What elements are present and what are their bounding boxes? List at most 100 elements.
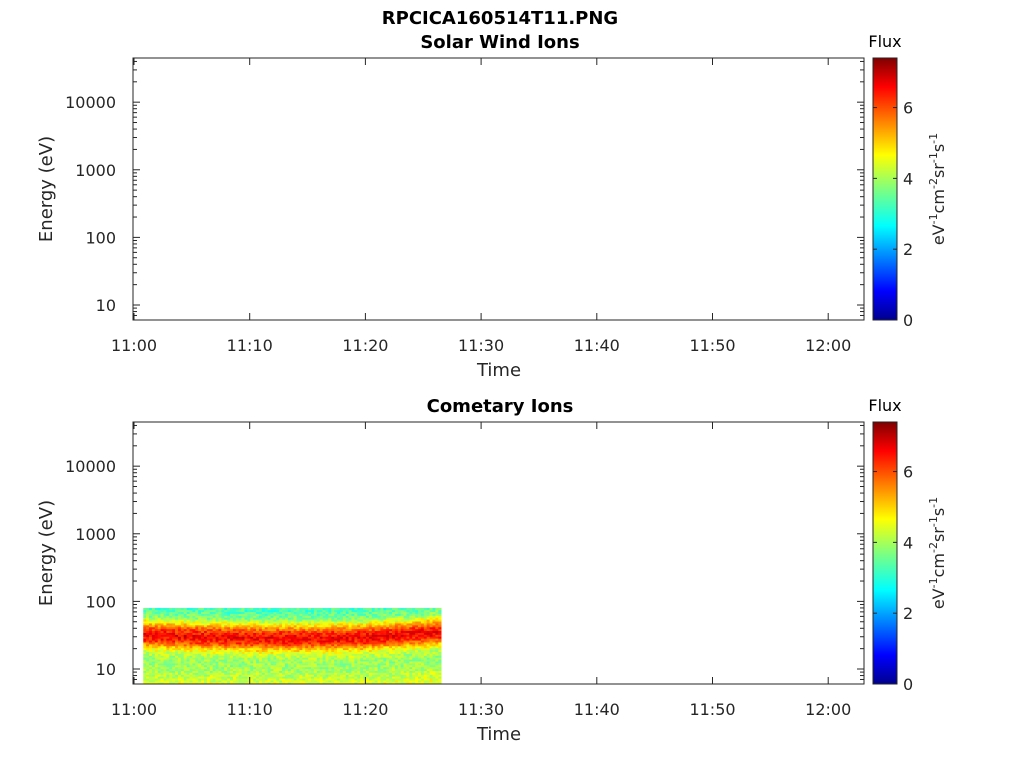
- spectrogram-cell: [438, 661, 442, 664]
- spectrogram-cell: [325, 651, 329, 654]
- spectrogram-cell: [264, 642, 268, 645]
- spectrogram-cell: [400, 607, 404, 611]
- spectrogram-cell: [273, 626, 277, 630]
- spectrogram-cell: [230, 634, 234, 637]
- spectrogram-cell: [351, 668, 355, 671]
- spectrogram-cell: [311, 649, 315, 652]
- spectrogram-cell: [337, 619, 341, 622]
- spectrogram-cell: [371, 651, 375, 654]
- spectrogram-cell: [418, 617, 422, 620]
- spectrogram-cell: [160, 645, 164, 649]
- spectrogram-cell: [250, 676, 254, 679]
- spectrogram-cell: [169, 634, 173, 637]
- spectrogram-cell: [253, 674, 257, 677]
- spectrogram-cell: [311, 678, 315, 681]
- spectrogram-cell: [305, 670, 309, 673]
- spectrogram-cell: [290, 655, 294, 658]
- spectrogram-cell: [354, 640, 358, 643]
- spectrogram-cell: [412, 619, 416, 622]
- spectrogram-cell: [429, 644, 433, 647]
- spectrogram-cell: [270, 653, 274, 656]
- spectrogram-cell: [198, 615, 202, 618]
- spectrogram-cell: [420, 609, 425, 613]
- spectrogram-cell: [316, 607, 320, 611]
- spectrogram-cell: [166, 666, 170, 670]
- spectrogram-cell: [235, 672, 240, 675]
- spectrogram-cell: [418, 672, 422, 675]
- spectrogram-cell: [212, 642, 216, 645]
- spectrogram-cell: [331, 609, 335, 613]
- spectrogram-cell: [345, 672, 349, 675]
- spectrogram-cell: [418, 647, 422, 651]
- spectrogram-cell: [221, 678, 225, 681]
- spectrogram-cell: [420, 680, 425, 683]
- spectrogram-cell: [276, 666, 280, 670]
- spectrogram-cell: [296, 626, 300, 630]
- spectrogram-cell: [325, 645, 329, 649]
- spectrogram-cell: [221, 632, 225, 635]
- spectrogram-cell: [351, 644, 355, 647]
- spectrogram-cell: [331, 647, 335, 651]
- spectrogram-cell: [426, 676, 430, 679]
- spectrogram-cell: [143, 621, 147, 624]
- spectrogram-cell: [253, 651, 257, 654]
- spectrogram-cell: [334, 607, 338, 611]
- spectrogram-cell: [397, 645, 401, 649]
- spectrogram-cell: [201, 640, 205, 643]
- spectrogram-cell: [180, 617, 185, 620]
- spectrogram-cell: [403, 668, 407, 671]
- spectrogram-cell: [342, 668, 347, 671]
- spectrogram-cell: [322, 663, 326, 666]
- spectrogram-cell: [397, 625, 401, 628]
- spectrogram-cell: [293, 663, 297, 666]
- spectrogram-cell: [311, 621, 315, 624]
- spectrogram-cell: [189, 651, 193, 654]
- spectrogram-cell: [394, 630, 399, 633]
- spectrogram-cell: [154, 625, 159, 628]
- spectrogram-cell: [232, 655, 237, 658]
- spectrogram-cell: [247, 623, 251, 626]
- spectrogram-cell: [175, 609, 179, 613]
- spectrogram-cell: [172, 640, 176, 643]
- spectrogram-cell: [177, 642, 182, 645]
- spectrogram-cell: [357, 615, 361, 618]
- spectrogram-cell: [290, 632, 294, 635]
- spectrogram-cell: [149, 647, 153, 651]
- spectrogram-cell: [412, 672, 416, 675]
- spectrogram-cell: [325, 632, 329, 635]
- spectrogram-cell: [282, 680, 286, 683]
- spectrogram-cell: [230, 678, 234, 681]
- spectrogram-cell: [328, 640, 332, 643]
- spectrogram-cell: [290, 609, 294, 613]
- spectrogram-cell: [305, 617, 309, 620]
- spectrogram-cell: [287, 623, 292, 626]
- spectrogram-cell: [282, 632, 286, 635]
- spectrogram-cell: [305, 680, 309, 683]
- spectrogram-cell: [287, 636, 292, 639]
- spectrogram-cell: [374, 609, 378, 613]
- spectrogram-cell: [397, 636, 401, 639]
- spectrogram-cell: [386, 666, 390, 670]
- spectrogram-cell: [418, 634, 422, 637]
- spectrogram-cell: [302, 672, 306, 675]
- spectrogram-cell: [389, 676, 393, 679]
- spectrogram-cell: [160, 649, 164, 652]
- spectrogram-cell: [270, 617, 274, 620]
- spectrogram-cell: [157, 682, 161, 684]
- spectrogram-cell: [212, 674, 216, 677]
- spectrogram-cell: [186, 645, 190, 649]
- spectrogram-cell: [244, 617, 248, 620]
- spectrogram-cell: [363, 653, 367, 656]
- spectrogram-cell: [420, 649, 425, 652]
- spectrogram-cell: [348, 649, 352, 652]
- spectrogram-cell: [215, 630, 219, 633]
- spectrogram-cell: [423, 630, 428, 633]
- spectrogram-cell: [264, 661, 268, 664]
- spectrogram-cell: [195, 645, 199, 649]
- spectrogram-cell: [426, 640, 430, 643]
- spectrogram-cell: [227, 649, 231, 652]
- spectrogram-cell: [282, 649, 286, 652]
- spectrogram-cell: [253, 663, 257, 666]
- spectrogram-cell: [241, 680, 245, 683]
- spectrogram-cell: [299, 674, 303, 677]
